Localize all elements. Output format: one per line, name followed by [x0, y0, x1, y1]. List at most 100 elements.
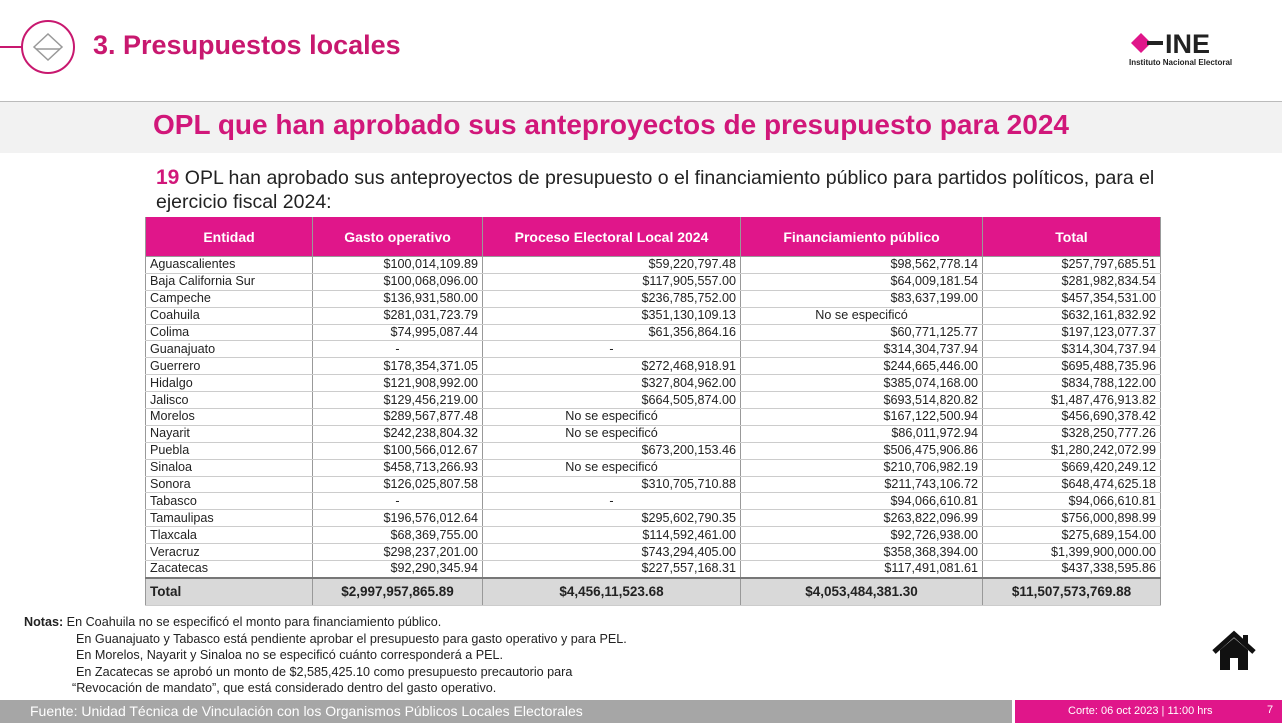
budget-table: Entidad Gasto operativo Proceso Electoral … [145, 217, 1161, 606]
table-cell: Veracruz [145, 543, 313, 562]
table-row: Campeche $136,931,580.00 $236,785,752.00 $8… [145, 290, 1161, 308]
table-row: Tamaulipas $196,576,012.64 $295,602,790.35… [145, 509, 1161, 528]
table-cell: Hidalgo [145, 374, 313, 393]
table-row: Tabasco - - $94,066,610.81 $94,066,610.81 [145, 492, 1161, 511]
table-cell: $59,220,797.48 [482, 256, 741, 274]
table-cell: Morelos [145, 408, 313, 426]
column-header: Financiamiento público [740, 217, 983, 257]
intro-text: OPL han aprobado sus anteproyectos de pr… [156, 167, 1155, 213]
table-cell: $98,562,778.14 [740, 256, 983, 274]
notes: Notas: En Coahuila no se especificó el m… [24, 614, 627, 697]
table-row: Coahuila $281,031,723.79 $351,130,109.13 No… [145, 307, 1161, 325]
note-line: En Zacatecas se aprobó un monto de $2,58… [24, 664, 627, 681]
footer-accent [1015, 700, 1282, 723]
table-cell: $669,420,249.12 [982, 459, 1161, 477]
footer-source: Fuente: Unidad Técnica de Vinculación co… [30, 703, 583, 719]
table-cell: $281,982,834.54 [982, 273, 1161, 291]
table-cell: $314,304,737.94 [740, 340, 983, 359]
total-cell: Total [145, 576, 313, 606]
table-cell: $83,637,199.00 [740, 290, 983, 308]
table-cell: $314,304,737.94 [982, 340, 1161, 359]
table-cell: Tlaxcala [145, 526, 313, 545]
table-cell: $695,488,735.96 [982, 357, 1161, 376]
page-number: 7 [1267, 704, 1274, 716]
note-line: En Guanajuato y Tabasco está pendiente a… [24, 631, 627, 648]
logo: INE Instituto Nacional Electoral [1129, 29, 1232, 67]
table-cell: $1,399,900,000.00 [982, 543, 1161, 562]
table-cell: $664,505,874.00 [482, 391, 741, 410]
table-cell: $92,726,938.00 [740, 526, 983, 545]
table-cell: No se especificó [482, 425, 741, 443]
table-cell: $92,290,345.94 [312, 560, 483, 579]
table-cell: $117,905,557.00 [482, 273, 741, 291]
table-cell: $1,280,242,072.99 [982, 442, 1161, 460]
table-cell: $197,123,077.37 [982, 324, 1161, 342]
table-cell: Zacatecas [145, 560, 313, 579]
table-cell: No se especificó [740, 307, 983, 325]
total-cell: $4,456,11,523.68 [482, 576, 741, 606]
table-cell: $136,931,580.00 [312, 290, 483, 308]
note-text: “Revocación de mandato”, que está consid… [72, 681, 497, 695]
table-cell: $227,557,168.31 [482, 560, 741, 579]
table-cell: Tamaulipas [145, 509, 313, 528]
table-row: Guanajuato - - $314,304,737.94 $314,304,737.… [145, 340, 1161, 359]
intro-count: 19 [156, 166, 180, 189]
table-cell: $310,705,710.88 [482, 476, 741, 494]
note-text: En Morelos, Nayarit y Sinaloa no se espe… [76, 648, 504, 662]
table-cell: $94,066,610.81 [740, 492, 983, 511]
table-cell: Guerrero [145, 357, 313, 376]
table-cell: $100,014,109.89 [312, 256, 483, 274]
table-cell: $648,474,625.18 [982, 476, 1161, 494]
table-cell: $114,592,461.00 [482, 526, 741, 545]
table-cell: $328,250,777.26 [982, 425, 1161, 443]
total-cell: $11,507,573,769.88 [982, 576, 1161, 606]
table-cell: $289,567,877.48 [312, 408, 483, 426]
notes-label: Notas: [24, 615, 64, 629]
table-cell: $64,009,181.54 [740, 273, 983, 291]
table-cell: $178,354,371.05 [312, 357, 483, 376]
table-cell: $68,369,755.00 [312, 526, 483, 545]
table-cell: $86,011,972.94 [740, 425, 983, 443]
table-cell: $121,908,992.00 [312, 374, 483, 393]
table-cell: $298,237,201.00 [312, 543, 483, 562]
table-cell: Guanajuato [145, 340, 313, 359]
table-cell: $94,066,610.81 [982, 492, 1161, 511]
table-cell: $211,743,106.72 [740, 476, 983, 494]
table-cell: $834,788,122.00 [982, 374, 1161, 393]
table-cell: $506,475,906.86 [740, 442, 983, 460]
table-cell: $210,706,982.19 [740, 459, 983, 477]
total-row: Total $2,997,957,865.89 $4,456,11,523.68 $4… [145, 576, 1161, 606]
table-cell: $458,713,266.93 [312, 459, 483, 477]
table-cell: $242,238,804.32 [312, 425, 483, 443]
intro: 19 OPL han aprobado sus anteproyectos de… [156, 166, 1166, 214]
column-header: Gasto operativo [312, 217, 483, 257]
table-row: Aguascalientes $100,014,109.89 $59,220,797… [145, 256, 1161, 274]
table-cell: No se especificó [482, 408, 741, 426]
table-row: Colima $74,995,087.44 $61,356,864.16 $60,77… [145, 324, 1161, 342]
table-cell: - [312, 492, 483, 511]
table-cell: No se especificó [482, 459, 741, 477]
table-cell: $61,356,864.16 [482, 324, 741, 342]
section-icon [0, 20, 75, 74]
table-cell: - [482, 492, 741, 511]
table-cell: $257,797,685.51 [982, 256, 1161, 274]
table-cell: $275,689,154.00 [982, 526, 1161, 545]
note-text: En Guanajuato y Tabasco está pendiente a… [76, 631, 627, 646]
table-cell: $756,000,898.99 [982, 509, 1161, 528]
table-cell: $693,514,820.82 [740, 391, 983, 410]
table-cell: - [312, 340, 483, 359]
table-cell: Puebla [145, 442, 313, 460]
table-cell: $327,804,962.00 [482, 374, 741, 393]
table-cell: $263,822,096.99 [740, 509, 983, 528]
table-cell: $196,576,012.64 [312, 509, 483, 528]
logo-subtitle: Instituto Nacional Electoral [1129, 58, 1232, 67]
table-cell: $673,200,153.46 [482, 442, 741, 460]
table-cell: $100,566,012.67 [312, 442, 483, 460]
home-icon[interactable] [1210, 630, 1258, 674]
table-cell: Jalisco [145, 391, 313, 410]
table-cell: Sonora [145, 476, 313, 494]
note-line: En Morelos, Nayarit y Sinaloa no se espe… [24, 647, 627, 664]
banner-title: OPL que han aprobado sus anteproyectos d… [153, 109, 1069, 140]
table-cell: $358,368,394.00 [740, 543, 983, 562]
table-cell: Coahuila [145, 307, 313, 325]
